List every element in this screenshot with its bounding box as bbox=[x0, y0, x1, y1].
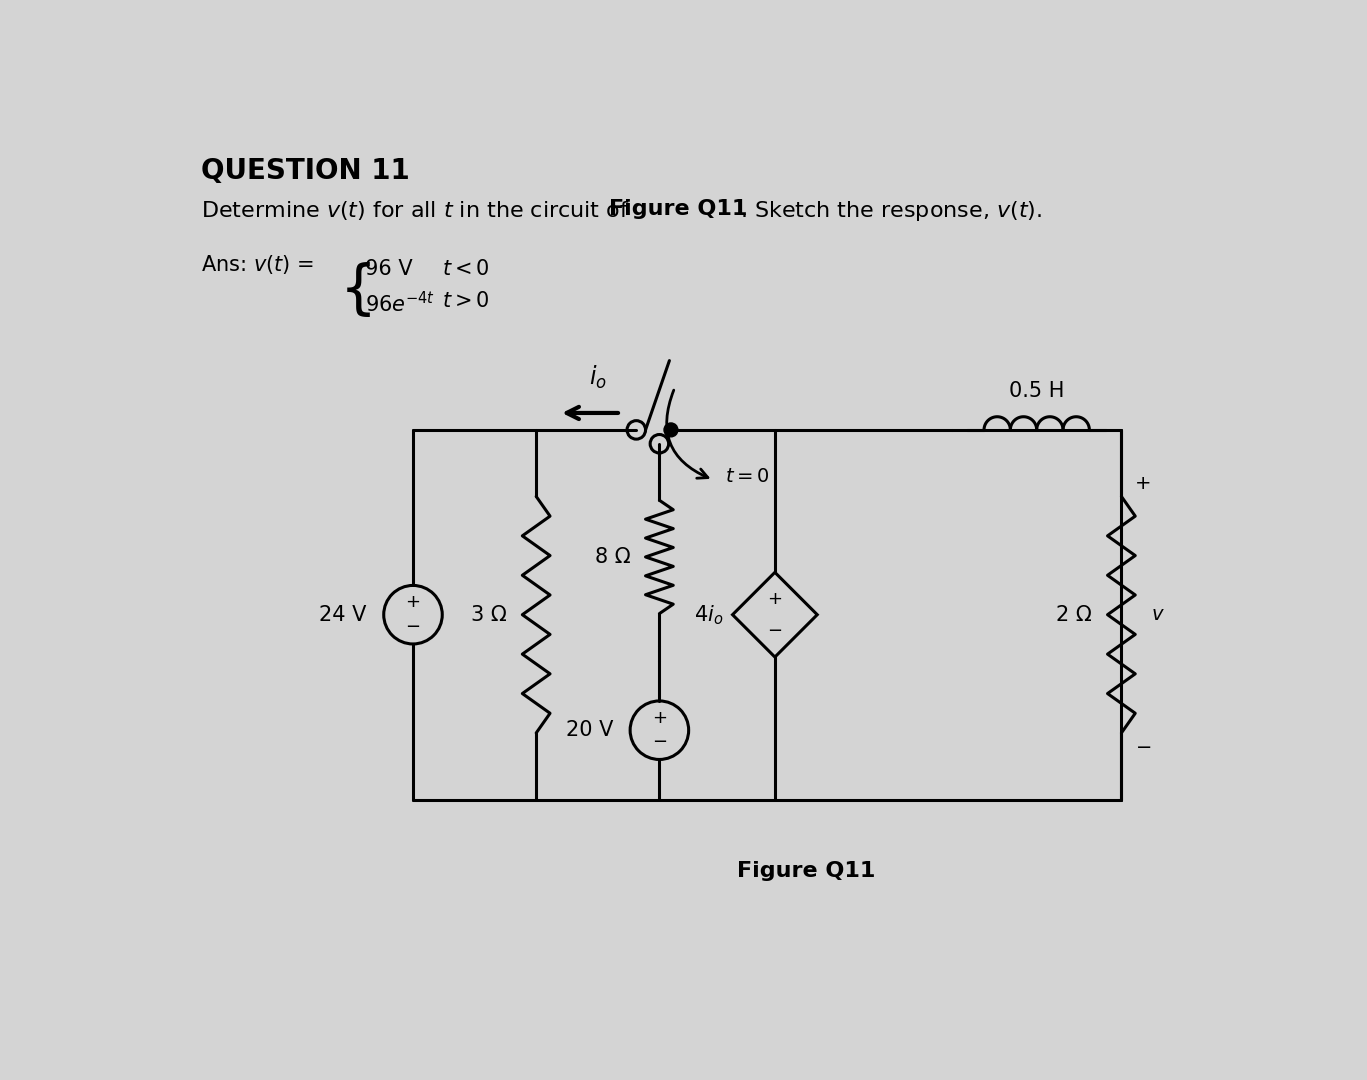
Text: 24 V: 24 V bbox=[320, 605, 366, 624]
Text: $t < 0$: $t < 0$ bbox=[443, 259, 489, 279]
Text: Figure Q11: Figure Q11 bbox=[737, 861, 875, 881]
Text: $96e^{-4t}$: $96e^{-4t}$ bbox=[365, 292, 435, 316]
Text: 2 Ω: 2 Ω bbox=[1057, 605, 1092, 624]
Text: QUESTION 11: QUESTION 11 bbox=[201, 157, 410, 185]
Text: . Sketch the response, $v(t)$.: . Sketch the response, $v(t)$. bbox=[741, 199, 1043, 222]
Text: 8 Ω: 8 Ω bbox=[595, 546, 630, 567]
Circle shape bbox=[664, 423, 678, 436]
Text: $t=0$: $t=0$ bbox=[725, 467, 770, 486]
Text: $-$: $-$ bbox=[1135, 737, 1151, 755]
Text: 0.5 H: 0.5 H bbox=[1009, 380, 1065, 401]
Text: 96 V: 96 V bbox=[365, 259, 413, 279]
Text: +: + bbox=[767, 590, 782, 608]
Text: $4i_o$: $4i_o$ bbox=[694, 603, 723, 626]
Text: −: − bbox=[406, 618, 421, 636]
Text: $i_o$: $i_o$ bbox=[589, 364, 607, 391]
Text: 3 Ω: 3 Ω bbox=[472, 605, 507, 624]
Text: {: { bbox=[340, 262, 377, 319]
Text: Determine $v(t)$ for all $t$ in the circuit of: Determine $v(t)$ for all $t$ in the circ… bbox=[201, 199, 630, 221]
Text: +: + bbox=[406, 593, 421, 611]
Text: 20 V: 20 V bbox=[566, 720, 614, 740]
Text: $v$: $v$ bbox=[1151, 605, 1165, 624]
Text: Ans: $v(t)$ =: Ans: $v(t)$ = bbox=[201, 253, 316, 275]
Text: $t > 0$: $t > 0$ bbox=[443, 292, 489, 311]
Text: −: − bbox=[652, 733, 667, 752]
Text: Figure Q11: Figure Q11 bbox=[610, 199, 748, 219]
Text: −: − bbox=[767, 622, 782, 639]
Text: +: + bbox=[1135, 474, 1151, 494]
Text: +: + bbox=[652, 708, 667, 727]
